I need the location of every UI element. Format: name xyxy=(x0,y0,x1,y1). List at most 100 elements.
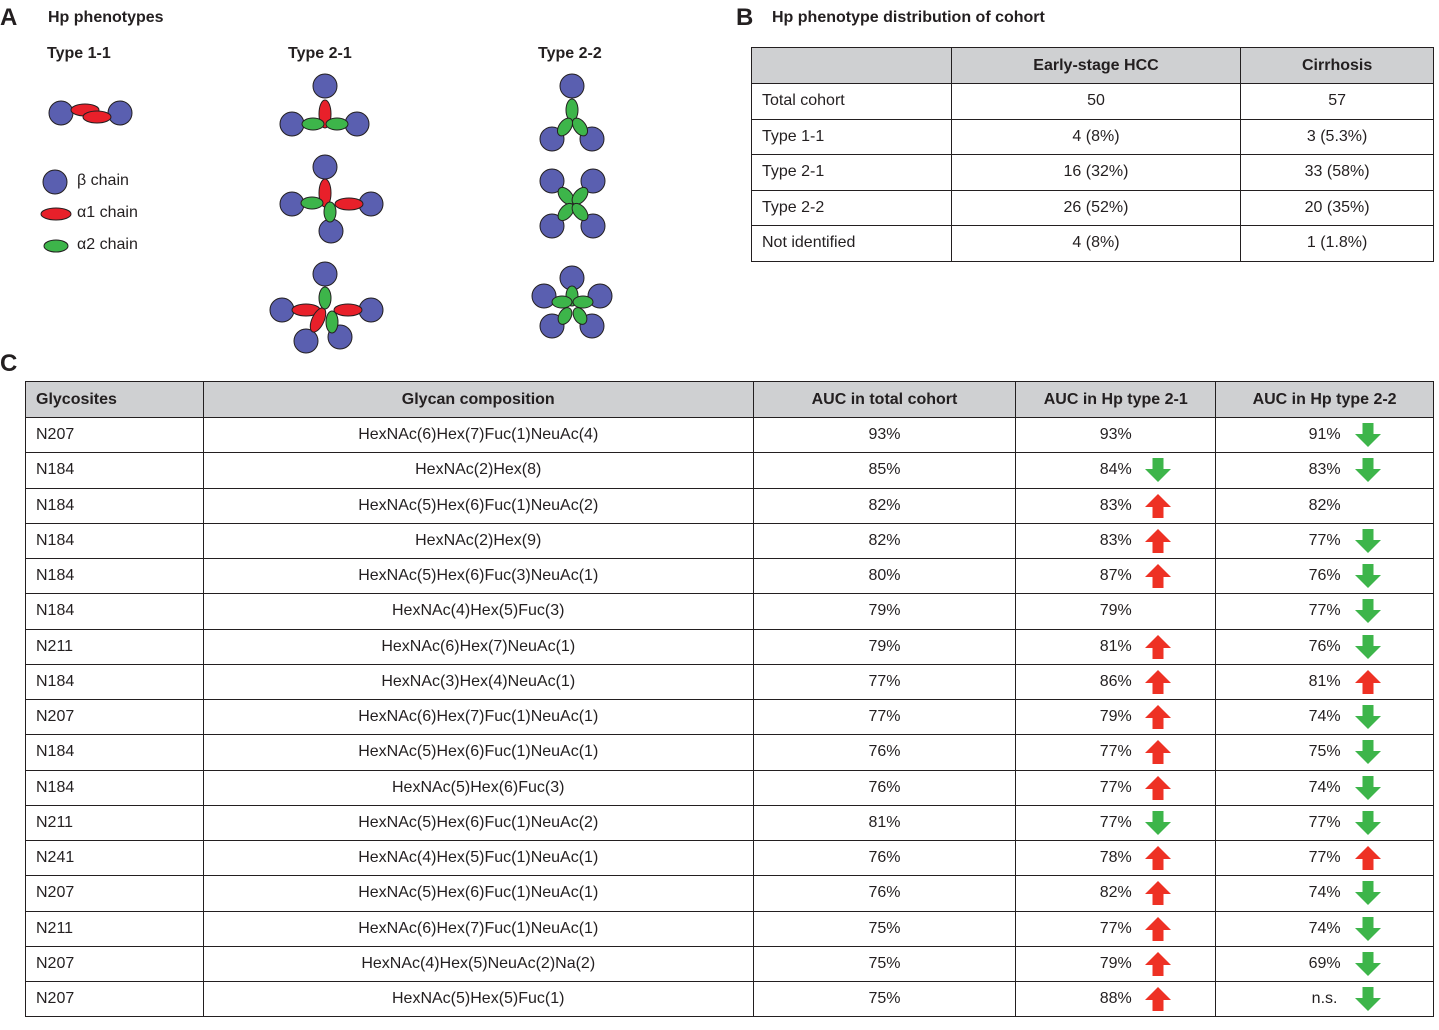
header-cell: AUC in Hp type 2-1 xyxy=(1015,381,1217,418)
type-2-2-label: Type 2-2 xyxy=(538,45,602,62)
glycosite-cell: N211 xyxy=(25,628,204,665)
value-cell: 26 (52%) xyxy=(950,189,1242,226)
type-2-1-molecule-pentamer xyxy=(269,261,384,354)
legend-alpha1-icon xyxy=(40,207,72,221)
auc-value: 82% xyxy=(1099,884,1132,902)
value-cell: 57 xyxy=(1240,83,1434,120)
glycosite-cell: N184 xyxy=(25,769,204,806)
row-label-cell: Total cohort xyxy=(751,83,952,120)
glycosite-cell: N184 xyxy=(25,734,204,771)
value-cell: 16 (32%) xyxy=(950,154,1242,191)
arrow-down-icon xyxy=(1145,458,1172,483)
type-2-1-label: Type 2-1 xyxy=(288,45,352,62)
auc-type-2-2-cell: 83% xyxy=(1215,452,1434,489)
arrow-up-icon xyxy=(1145,951,1172,976)
auc-value: 76% xyxy=(1308,637,1341,655)
auc-type-2-2-cell: 77% xyxy=(1215,522,1434,560)
arrow-down-icon xyxy=(1355,705,1382,730)
table-row: N207 HexNAc(5)Hex(5)Fuc(1) 75% 88% n.s. xyxy=(25,980,1434,1018)
auc-type-2-1-cell: 84% xyxy=(1015,452,1217,489)
auc-type-2-1-cell: 81% xyxy=(1015,628,1217,665)
auc-type-2-2-cell: 76% xyxy=(1215,557,1434,595)
row-label-cell: Not identified xyxy=(751,225,952,262)
row-label-cell: Type 2-1 xyxy=(751,154,952,191)
row-label-cell: Type 2-2 xyxy=(751,189,952,226)
auc-total-cell: 93% xyxy=(752,416,1017,454)
table-row: Type 1-1 4 (8%) 3 (5.3%) xyxy=(751,118,1434,155)
auc-value: 74% xyxy=(1308,884,1341,902)
arrow-up-icon xyxy=(1145,916,1172,941)
arrow-up-icon xyxy=(1355,669,1382,694)
auc-value: 93% xyxy=(1099,426,1132,444)
alpha1-chain-ellipse xyxy=(82,110,112,124)
glycan-auc-table: Glycosites Glycan composition AUC in tot… xyxy=(25,381,1434,1018)
glycosite-cell: N184 xyxy=(25,557,204,595)
table-row: N184 HexNAc(4)Hex(5)Fuc(3) 79% 79% 77% xyxy=(25,593,1434,630)
arrow-up-icon xyxy=(1145,634,1172,659)
auc-value: 87% xyxy=(1099,567,1132,585)
auc-value: 77% xyxy=(1099,919,1132,937)
arrow-up-icon xyxy=(1145,881,1172,906)
auc-value: 77% xyxy=(1099,743,1132,761)
glycan-composition-cell: HexNAc(5)Hex(6)Fuc(3) xyxy=(202,769,754,806)
glycan-composition-cell: HexNAc(4)Hex(5)NeuAc(2)Na(2) xyxy=(202,945,754,983)
glycan-composition-cell: HexNAc(2)Hex(9) xyxy=(202,522,754,560)
arrow-down-icon xyxy=(1355,916,1382,941)
arrow-down-icon xyxy=(1355,810,1382,835)
arrow-down-icon xyxy=(1355,881,1382,906)
beta-chain-circle xyxy=(48,100,74,126)
panel-b-title: Hp phenotype distribution of cohort xyxy=(772,9,1045,26)
glycan-composition-cell: HexNAc(6)Hex(7)Fuc(1)NeuAc(1) xyxy=(202,698,754,736)
auc-total-cell: 76% xyxy=(752,734,1017,771)
auc-total-cell: 85% xyxy=(752,452,1017,489)
auc-type-2-1-cell: 78% xyxy=(1015,839,1217,877)
table-row: N184 HexNAc(5)Hex(6)Fuc(3) 76% 77% 74% xyxy=(25,769,1434,806)
auc-total-cell: 76% xyxy=(752,839,1017,877)
table-row: Not identified 4 (8%) 1 (1.8%) xyxy=(751,225,1434,262)
arrow-down-icon xyxy=(1355,634,1382,659)
auc-value: 77% xyxy=(1308,849,1341,867)
auc-value: 75% xyxy=(1308,743,1341,761)
arrow-up-icon xyxy=(1145,846,1172,871)
auc-total-cell: 79% xyxy=(752,593,1017,630)
legend-alpha2-icon xyxy=(43,239,69,253)
table-row: Type 2-2 26 (52%) 20 (35%) xyxy=(751,189,1434,226)
auc-value: 83% xyxy=(1308,461,1341,479)
auc-value: 79% xyxy=(1099,602,1132,620)
glycan-composition-cell: HexNAc(5)Hex(6)Fuc(3)NeuAc(1) xyxy=(202,557,754,595)
auc-type-2-2-cell: 74% xyxy=(1215,698,1434,736)
auc-value: 74% xyxy=(1308,778,1341,796)
table-row: Type 2-1 16 (32%) 33 (58%) xyxy=(751,154,1434,191)
glycan-composition-cell: HexNAc(5)Hex(6)Fuc(1)NeuAc(1) xyxy=(202,875,754,912)
header-cell: Glycan composition xyxy=(202,381,754,418)
auc-value: 79% xyxy=(1099,708,1132,726)
arrow-up-icon xyxy=(1145,705,1172,730)
auc-type-2-2-cell: 69% xyxy=(1215,945,1434,983)
auc-value: 83% xyxy=(1099,496,1132,514)
table-row: Total cohort 50 57 xyxy=(751,83,1434,120)
auc-total-cell: 77% xyxy=(752,698,1017,736)
table-row: N207 HexNAc(6)Hex(7)Fuc(1)NeuAc(1) 77% 79% 7… xyxy=(25,698,1434,736)
header-cell: Glycosites xyxy=(25,381,204,418)
glycan-composition-cell: HexNAc(5)Hex(6)Fuc(1)NeuAc(1) xyxy=(202,734,754,771)
auc-type-2-2-cell: 74% xyxy=(1215,769,1434,806)
legend-beta-icon xyxy=(42,169,68,195)
value-cell: 50 xyxy=(950,83,1242,120)
auc-value: 86% xyxy=(1099,672,1132,690)
glycan-composition-cell: HexNAc(5)Hex(6)Fuc(1)NeuAc(2) xyxy=(202,487,754,524)
glycosite-cell: N184 xyxy=(25,487,204,524)
arrow-down-icon xyxy=(1355,599,1382,624)
panel-c-letter: C xyxy=(0,350,18,377)
glycosite-cell: N184 xyxy=(25,593,204,630)
table-row: N184 HexNAc(2)Hex(8) 85% 84% 83% xyxy=(25,452,1434,489)
table-row: N211 HexNAc(6)Hex(7)NeuAc(1) 79% 81% 76% xyxy=(25,628,1434,665)
header-cell: AUC in Hp type 2-2 xyxy=(1215,381,1434,418)
arrow-up-icon xyxy=(1145,669,1172,694)
beta-chain-circle xyxy=(107,100,133,126)
value-cell: 20 (35%) xyxy=(1240,189,1434,226)
auc-type-2-1-cell: 79% xyxy=(1015,698,1217,736)
arrow-down-icon xyxy=(1355,740,1382,765)
auc-value: 84% xyxy=(1099,461,1132,479)
auc-type-2-2-cell: n.s. xyxy=(1215,980,1434,1018)
auc-type-2-1-cell: 77% xyxy=(1015,910,1217,947)
